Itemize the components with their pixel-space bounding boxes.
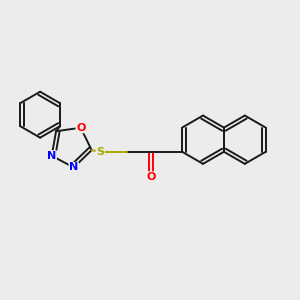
Text: S: S	[96, 147, 104, 157]
Text: O: O	[146, 172, 156, 182]
Text: O: O	[76, 123, 86, 133]
Text: N: N	[69, 163, 78, 172]
Text: N: N	[47, 151, 56, 161]
